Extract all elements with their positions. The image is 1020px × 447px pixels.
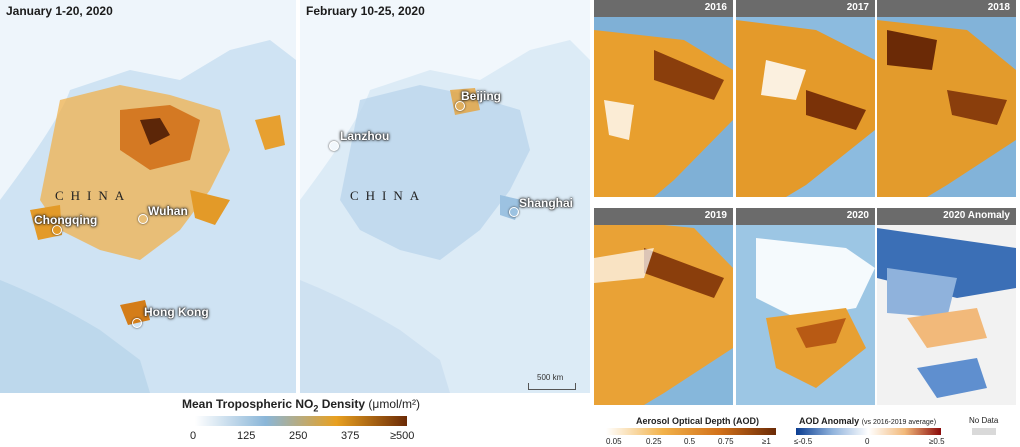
aod-tile-2017: 2017	[736, 0, 875, 197]
tile-header	[594, 208, 733, 225]
tile-header	[877, 208, 1016, 225]
aod-map-2018	[877, 0, 1016, 197]
aod-map-2016	[594, 0, 733, 197]
legend-title: Mean Tropospheric NO2 Density (μmol/m²)	[182, 397, 420, 413]
aod-map-2017	[736, 0, 875, 197]
anomaly-note: (vs 2016-2019 average)	[861, 419, 937, 426]
aod-legend-title: Aerosol Optical Depth (AOD)	[636, 416, 760, 426]
scale-bar	[528, 383, 576, 390]
no2-map-jan	[0, 0, 296, 393]
aod-tick-0: 0.05	[606, 437, 622, 446]
aod-tile-2020: 2020	[736, 208, 875, 405]
no2-colorbar	[195, 416, 407, 426]
aod-tick-2: 0.5	[684, 437, 696, 446]
nodata-label: No Data	[969, 416, 999, 425]
tile-year-label: 2020 Anomaly	[943, 210, 1010, 221]
tile-year-label: 2017	[846, 2, 869, 13]
city-label: Hong Kong	[144, 305, 209, 319]
aod-colorbar	[606, 428, 776, 435]
tile-year-label: 2019	[704, 210, 727, 221]
legend-tick-4: ≥500	[390, 430, 415, 442]
legend-tick-0: 0	[190, 430, 197, 442]
anomaly-tick-1: 0	[865, 437, 870, 446]
aod-tick-4: ≥1	[762, 437, 771, 446]
nodata-swatch	[972, 428, 996, 435]
aod-anomaly-map	[877, 208, 1016, 405]
city-marker	[455, 101, 465, 111]
anomaly-title: AOD Anomaly	[799, 416, 860, 426]
aod-tick-3: 0.75	[718, 437, 734, 446]
legend-tick-2: 250	[289, 430, 308, 442]
aod-map-2019	[594, 208, 733, 405]
city-marker	[138, 214, 148, 224]
anomaly-tick-2: ≥0.5	[929, 437, 945, 446]
legend-unit: (μmol/m²)	[368, 397, 420, 411]
aod-tick-1: 0.25	[646, 437, 662, 446]
tile-header	[594, 0, 733, 17]
tile-year-label: 2016	[704, 2, 727, 13]
country-label: CHINA	[55, 188, 132, 203]
anomaly-tick-0: ≤-0.5	[794, 437, 813, 446]
country-label: CHINA	[350, 188, 427, 203]
tile-year-label: 2020	[846, 210, 869, 221]
map-feb-2020: February 10-25, 2020 CHINA Beijing Lanzh…	[300, 0, 590, 393]
aod-tile-2018: 2018	[877, 0, 1016, 197]
legend-title-end: Density	[318, 397, 366, 411]
city-marker	[132, 318, 142, 328]
aod-tile-anomaly: 2020 Anomaly	[877, 208, 1016, 405]
legend-tick-1: 125	[237, 430, 256, 442]
map-title: January 1-20, 2020	[6, 4, 113, 18]
tile-header	[877, 0, 1016, 17]
anomaly-legend-title: AOD Anomaly (vs 2016-2019 average)	[799, 416, 936, 426]
scale-label: 500 km	[537, 373, 564, 382]
tile-header	[736, 0, 875, 17]
city-label: Shanghai	[519, 196, 574, 210]
anomaly-colorbar	[796, 428, 941, 435]
map-jan-2020: January 1-20, 2020 CHINA Chongqing Wuhan…	[0, 0, 296, 393]
aod-tile-2019: 2019	[594, 208, 733, 405]
legend-title-text: Mean Tropospheric NO	[182, 397, 314, 411]
city-marker	[509, 207, 519, 217]
map-title: February 10-25, 2020	[306, 4, 425, 18]
city-label: Wuhan	[148, 204, 188, 218]
tile-header	[736, 208, 875, 225]
city-label: Lanzhou	[340, 129, 390, 143]
legend-sub: 2	[313, 403, 319, 414]
city-label: Beijing	[461, 89, 502, 103]
city-marker	[52, 225, 62, 235]
city-label: Chongqing	[34, 213, 98, 227]
tile-year-label: 2018	[987, 2, 1010, 13]
no2-map-feb	[300, 0, 590, 393]
legend-tick-3: 375	[341, 430, 360, 442]
aod-tile-2016: 2016	[594, 0, 733, 197]
city-marker	[329, 141, 339, 151]
aod-map-2020	[736, 208, 875, 405]
